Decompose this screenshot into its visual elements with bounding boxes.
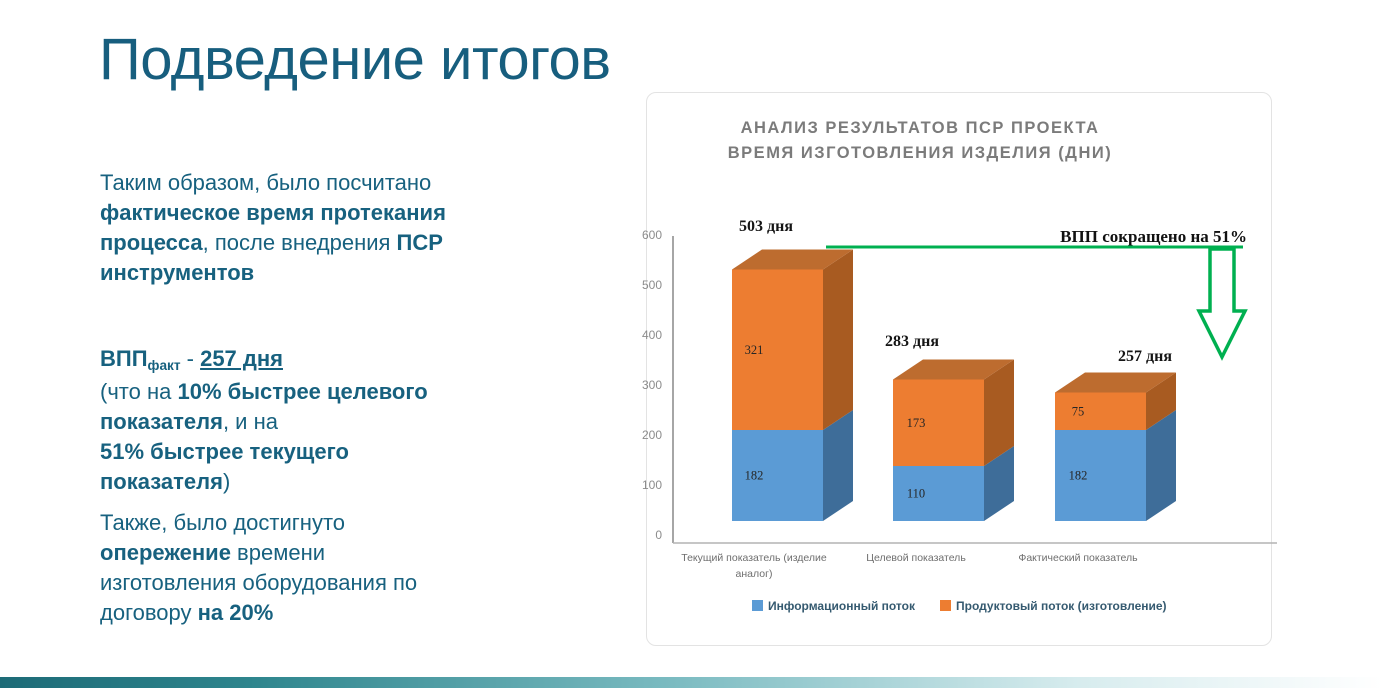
intro-paragraph: Таким образом, было посчитано фактическо…	[100, 170, 446, 285]
y-axis-tick: 400	[642, 328, 662, 342]
legend-label-product-flow: Продуктовый поток (изготовление)	[956, 599, 1167, 613]
down-arrow-icon	[1196, 247, 1248, 361]
slide-title: Подведение итогов	[99, 27, 611, 92]
chart-legend: Информационный поток Продуктовый поток (…	[752, 599, 1167, 613]
total-label-current: 503 дня	[739, 218, 793, 235]
chart-title-line1: АНАЛИЗ РЕЗУЛЬТАТОВ ПСР ПРОЕКТА	[741, 119, 1100, 137]
total-label-target: 283 дня	[885, 333, 939, 350]
y-axis-tick: 0	[655, 528, 662, 542]
y-axis-tick: 600	[642, 228, 662, 242]
svg-text:173: 173	[907, 416, 926, 430]
legend-swatch-info-flow	[752, 600, 763, 611]
chart-title-line2: ВРЕМЯ ИЗГОТОВЛЕНИЯ ИЗДЕЛИЯ (ДНИ)	[728, 144, 1112, 162]
y-axis-tick: 500	[642, 278, 662, 292]
y-axis-tick: 300	[642, 378, 662, 392]
y-axis-tick: 100	[642, 478, 662, 492]
legend-label-info-flow: Информационный поток	[768, 599, 916, 613]
reduction-annotation: ВПП сокращено на 51%	[1060, 227, 1247, 246]
category-label-actual: Фактический показатель	[1018, 552, 1138, 564]
svg-text:110: 110	[907, 487, 925, 501]
category-label-current: Текущий показатель (изделие	[681, 552, 827, 564]
vpp-result-paragraph: ВППфакт - 257 дня (что на 10% быстрее це…	[100, 346, 428, 494]
category-label-current-line2: аналог)	[736, 568, 773, 580]
outcome-paragraph: Также, было достигнуто опережение времен…	[100, 510, 418, 625]
legend-swatch-product-flow	[940, 600, 951, 611]
y-axis-tick: 200	[642, 428, 662, 442]
svg-text:321: 321	[745, 343, 764, 357]
svg-text:75: 75	[1072, 404, 1085, 418]
svg-text:182: 182	[745, 469, 764, 483]
category-label-target: Целевой показатель	[866, 552, 966, 564]
svg-text:182: 182	[1069, 469, 1088, 483]
total-label-actual: 257 дня	[1118, 348, 1172, 365]
bars-layer: 182 321 110 173 182 75	[732, 249, 1176, 521]
bottom-gradient-strip	[0, 677, 1383, 688]
